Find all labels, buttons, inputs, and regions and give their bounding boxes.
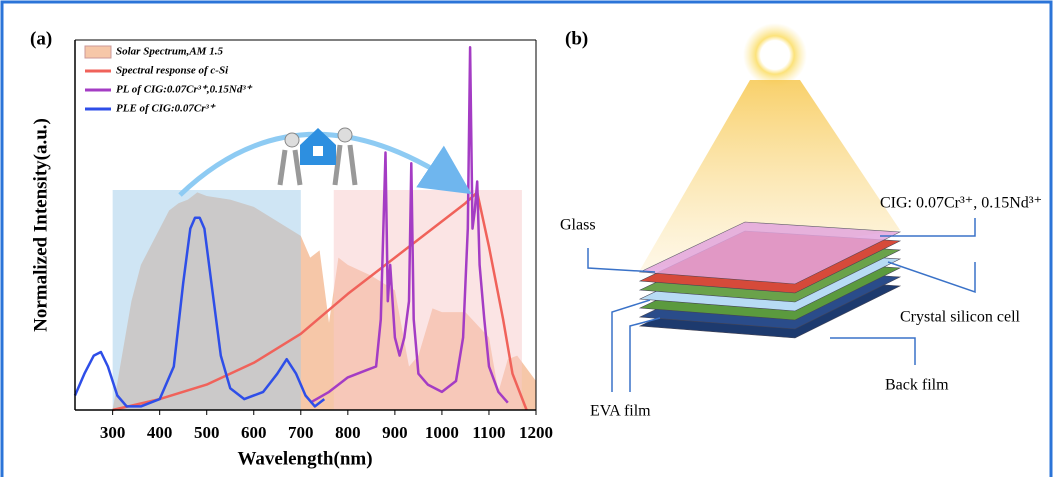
label-back-film: Back film — [885, 377, 949, 394]
layer — [638, 221, 902, 285]
x-tick-label: 500 — [194, 423, 220, 442]
x-tick-label: 400 — [147, 423, 173, 442]
x-tick-label: 1200 — [519, 423, 553, 442]
legend-label: PLE of CIG:0.07Cr³⁺ — [116, 103, 216, 115]
x-tick-label: 1100 — [472, 423, 505, 442]
x-tick-label: 800 — [335, 423, 361, 442]
transfer-arrow — [178, 131, 472, 197]
series-line — [309, 46, 509, 404]
label-glass: Glass — [560, 217, 596, 234]
x-axis-title: Wavelength(nm) — [237, 448, 372, 469]
y-axis-title: Normalized Intensity(a.u.) — [30, 118, 51, 332]
legend-label: Spectral response of c-Si — [116, 65, 229, 77]
plot-area: 300 400 500 600 700 800 900 1000 1100 1200 Solar S… — [73, 39, 553, 442]
label-eva-film: EVA film — [590, 403, 651, 420]
leader-lines — [587, 218, 976, 392]
x-tick-label: 300 — [100, 423, 126, 442]
legend-swatch — [84, 45, 112, 59]
x-tick-label: 600 — [241, 423, 267, 442]
panel-label: (b) — [565, 28, 588, 49]
label-cig: CIG: 0.07Cr³⁺, 0.15Nd³⁺ — [880, 195, 1042, 212]
sun — [743, 23, 807, 87]
x-tick-label: 1000 — [425, 423, 459, 442]
label-cell: Crystal silicon cell — [900, 309, 1021, 326]
legend-label: PL of CIG:0.07Cr³⁺,0.15Nd³⁺ — [116, 84, 253, 96]
layer-stack — [638, 221, 902, 339]
x-tick-label: 900 — [382, 423, 408, 442]
light-beam — [640, 80, 900, 270]
highlight-band — [112, 190, 301, 410]
x-tick-label: 700 — [288, 423, 314, 442]
panel-label: (a) — [30, 28, 52, 49]
series-line — [73, 216, 326, 408]
legend-label: Solar Spectrum,AM 1.5 — [116, 46, 223, 58]
series-line — [112, 191, 528, 412]
energy-icon — [277, 127, 358, 186]
